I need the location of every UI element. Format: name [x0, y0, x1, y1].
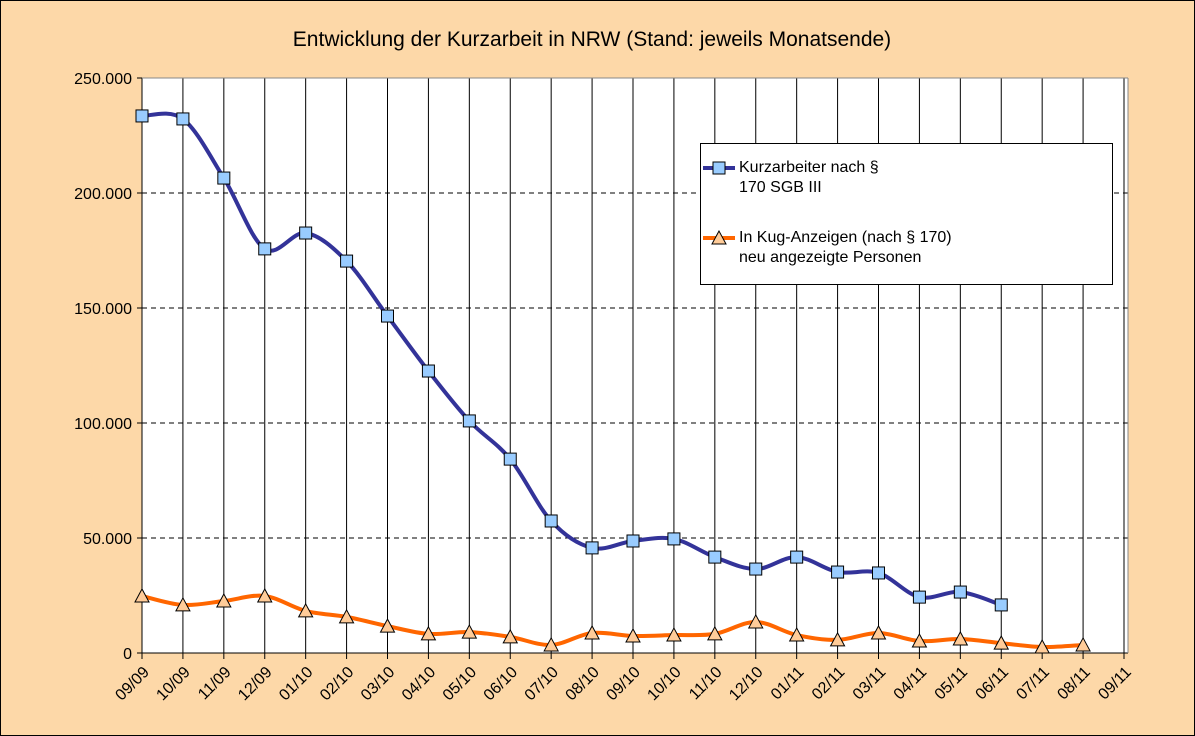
legend-label: In Kug-Anzeigen (nach § 170) neu angezei…	[739, 229, 952, 266]
marker	[912, 590, 926, 604]
chart-title: Entwicklung der Kurzarbeit in NRW (Stand…	[293, 28, 891, 51]
marker	[258, 242, 272, 256]
marker	[502, 628, 519, 644]
legend: Kurzarbeiter nach § 170 SGB III In Kug-An…	[700, 143, 1113, 285]
marker	[625, 627, 641, 643]
marker	[135, 109, 149, 123]
marker	[952, 630, 969, 646]
marker	[461, 624, 478, 639]
marker	[708, 550, 722, 564]
marker	[666, 627, 682, 642]
marker	[299, 226, 313, 240]
marker	[215, 592, 232, 608]
y-tick-label: 150.000	[74, 301, 132, 318]
marker	[256, 587, 273, 603]
legend-key	[703, 229, 735, 245]
marker	[747, 613, 764, 629]
marker	[870, 624, 887, 640]
legend-key	[703, 161, 735, 175]
marker	[994, 598, 1008, 612]
marker	[1034, 638, 1051, 654]
marker	[420, 625, 437, 641]
y-tick-label: 50.000	[83, 531, 132, 548]
marker	[217, 171, 231, 185]
legend-label: Kurzarbeiter nach § 170 SGB III	[739, 159, 879, 196]
marker	[788, 627, 805, 642]
marker	[993, 635, 1010, 650]
marker	[712, 161, 726, 175]
marker	[667, 532, 681, 546]
marker	[1075, 636, 1091, 652]
marker	[176, 112, 190, 126]
marker	[953, 585, 967, 599]
marker	[584, 624, 600, 640]
marker	[340, 254, 354, 268]
marker	[829, 631, 846, 647]
marker	[297, 602, 314, 618]
marker	[462, 414, 476, 428]
marker	[421, 364, 435, 378]
y-tick-label: 200.000	[74, 186, 132, 203]
marker	[706, 625, 723, 641]
y-tick-label: 100.000	[74, 416, 132, 433]
marker	[134, 587, 150, 603]
marker	[338, 608, 355, 624]
marker	[749, 562, 763, 576]
marker	[790, 550, 804, 564]
marker	[711, 229, 727, 245]
marker	[831, 565, 845, 579]
marker	[911, 632, 928, 648]
marker	[585, 541, 599, 555]
marker	[175, 596, 191, 612]
marker	[381, 309, 394, 323]
marker	[379, 618, 396, 633]
marker	[544, 514, 558, 528]
marker	[626, 534, 640, 548]
y-tick-label: 0	[123, 646, 132, 663]
marker	[543, 636, 560, 652]
marker	[503, 452, 517, 466]
marker	[872, 566, 885, 580]
y-tick-label: 250.000	[74, 71, 132, 88]
